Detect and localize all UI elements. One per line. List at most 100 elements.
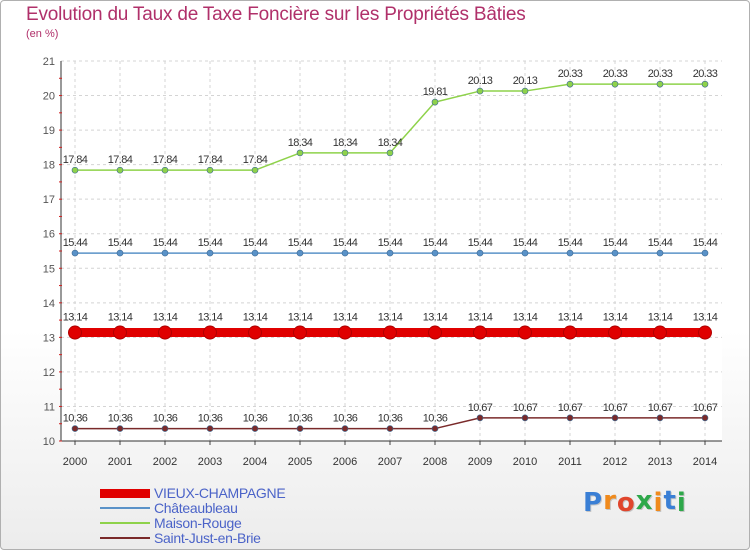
data-point-vieux-champagne [113,325,127,340]
legend-swatch [100,522,150,524]
data-point-maison-rouge [116,166,124,174]
proxiti-logo: Proxiti [583,486,687,518]
data-point-maison-rouge [611,80,619,88]
data-label-maison-rouge: 20.13 [468,75,493,87]
data-label-chateaubleau: 15.44 [693,237,718,249]
data-label-vieux-champagne: 13.14 [468,312,493,324]
data-point-maison-rouge [206,166,214,174]
data-label-vieux-champagne: 13.14 [513,312,538,324]
data-point-vieux-champagne [518,325,532,340]
data-point-saint-just-en-brie [521,414,529,422]
x-tick-label: 2001 [108,456,132,468]
data-point-vieux-champagne [158,325,172,340]
data-point-saint-just-en-brie [701,414,709,422]
data-label-saint-just-en-brie: 10.67 [603,402,628,414]
x-tick-label: 2002 [153,456,177,468]
data-label-vieux-champagne: 13.14 [198,312,223,324]
data-point-vieux-champagne [203,325,217,340]
data-point-vieux-champagne [338,325,352,340]
data-label-saint-just-en-brie: 10.67 [558,402,583,414]
x-tick-label: 2003 [198,456,222,468]
data-point-vieux-champagne [473,325,487,340]
data-label-saint-just-en-brie: 10.36 [63,413,88,425]
data-label-saint-just-en-brie: 10.36 [108,413,133,425]
data-label-saint-just-en-brie: 10.36 [243,413,268,425]
y-unit-label: (en %) [26,28,59,40]
data-label-chateaubleau: 15.44 [108,237,133,249]
x-tick-label: 2010 [513,456,537,468]
x-tick-label: 2006 [333,456,357,468]
data-point-maison-rouge [341,149,349,157]
legend-label: VIEUX-CHAMPAGNE [154,485,286,501]
data-point-saint-just-en-brie [431,425,439,432]
data-label-chateaubleau: 15.44 [513,237,538,249]
data-point-maison-rouge [71,166,79,174]
x-tick-label: 2000 [63,456,87,468]
data-label-chateaubleau: 15.44 [333,237,358,249]
y-tick-label: 16 [43,229,55,241]
y-tick-label: 13 [43,332,55,344]
y-tick-label: 17 [43,194,55,206]
data-point-saint-just-en-brie [341,425,349,432]
y-tick-label: 14 [43,298,55,310]
data-point-saint-just-en-brie [296,425,304,432]
data-point-chateaubleau [206,249,214,257]
data-point-chateaubleau [161,249,169,257]
data-label-chateaubleau: 15.44 [198,237,223,249]
data-point-maison-rouge [431,98,439,106]
data-point-maison-rouge [296,149,304,157]
legend-swatch [100,537,150,539]
data-label-vieux-champagne: 13.14 [108,312,133,324]
data-label-saint-just-en-brie: 10.36 [423,413,448,425]
data-point-chateaubleau [566,249,574,257]
data-point-saint-just-en-brie [566,414,574,422]
x-tick-label: 2014 [693,456,717,468]
data-point-chateaubleau [386,249,394,257]
data-point-chateaubleau [431,249,439,257]
data-label-chateaubleau: 15.44 [243,237,268,249]
data-point-saint-just-en-brie [611,414,619,422]
x-tick-label: 2008 [423,456,447,468]
legend-label: Châteaubleau [154,500,238,516]
data-point-chateaubleau [611,249,619,257]
y-tick-label: 15 [43,263,55,275]
data-label-maison-rouge: 17.84 [108,154,133,166]
data-label-vieux-champagne: 13.14 [648,312,673,324]
data-label-saint-just-en-brie: 10.67 [513,402,538,414]
legend-label: Maison-Rouge [154,515,242,531]
data-point-chateaubleau [116,249,124,257]
data-label-saint-just-en-brie: 10.67 [468,402,493,414]
data-point-chateaubleau [476,249,484,257]
y-tick-label: 20 [43,91,55,103]
data-label-vieux-champagne: 13.14 [153,312,178,324]
data-label-maison-rouge: 18.34 [378,137,403,149]
x-tick-label: 2011 [558,456,582,468]
data-label-saint-just-en-brie: 10.67 [693,402,718,414]
data-point-chateaubleau [521,249,529,257]
data-label-maison-rouge: 17.84 [153,154,178,166]
data-label-vieux-champagne: 13.14 [378,312,403,324]
data-label-maison-rouge: 20.33 [603,68,628,80]
data-label-chateaubleau: 15.44 [468,237,493,249]
data-point-vieux-champagne [293,325,307,340]
data-point-maison-rouge [656,80,664,88]
data-label-vieux-champagne: 13.14 [423,312,448,324]
data-label-chateaubleau: 15.44 [153,237,178,249]
data-point-maison-rouge [521,87,529,95]
y-tick-label: 10 [43,436,55,448]
data-point-chateaubleau [251,249,259,257]
data-point-vieux-champagne [428,325,442,340]
data-label-maison-rouge: 17.84 [63,154,88,166]
data-label-saint-just-en-brie: 10.67 [648,402,673,414]
data-point-chateaubleau [656,249,664,257]
data-label-maison-rouge: 17.84 [198,154,223,166]
y-tick-label: 19 [43,125,55,137]
legend-label: Saint-Just-en-Brie [154,530,261,546]
data-label-vieux-champagne: 13.14 [243,312,268,324]
y-tick-label: 21 [43,56,55,68]
data-point-saint-just-en-brie [161,425,169,432]
data-point-maison-rouge [566,80,574,88]
data-label-saint-just-en-brie: 10.36 [198,413,223,425]
y-tick-label: 12 [43,367,55,379]
data-label-chateaubleau: 15.44 [288,237,313,249]
